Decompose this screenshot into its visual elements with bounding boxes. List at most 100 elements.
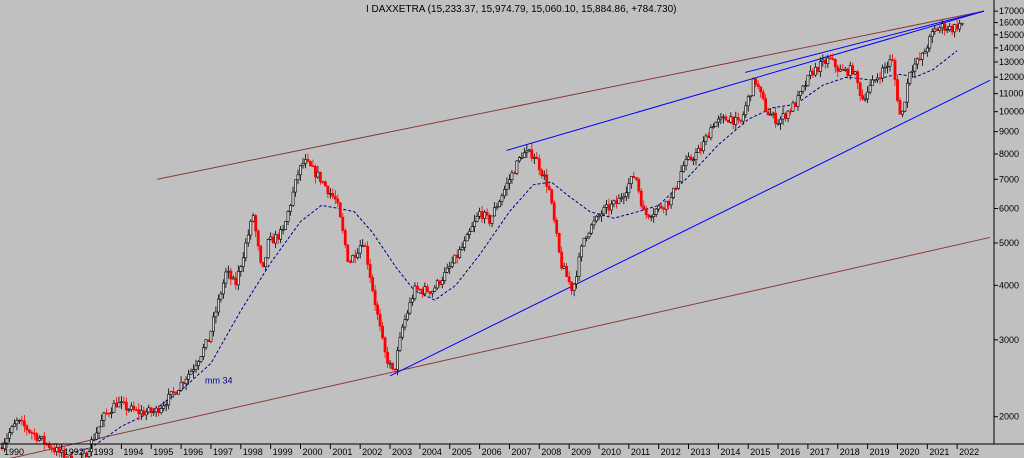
x-tick-label: 2004: [422, 447, 442, 457]
candle-body: [425, 286, 429, 292]
candle-body: [149, 407, 153, 413]
y-tick-label: 15000: [999, 30, 1024, 40]
candle-body: [600, 213, 603, 217]
candle-body: [769, 114, 773, 116]
candle-body: [378, 313, 382, 327]
y-tick-label: 16000: [999, 18, 1024, 28]
candle-body: [406, 312, 409, 320]
candle-body: [102, 412, 106, 421]
candle-body: [435, 280, 439, 289]
x-tick-label: 1997: [213, 447, 233, 457]
candle-body: [371, 277, 375, 291]
candle-body: [351, 255, 355, 263]
candle-body: [801, 85, 805, 92]
candle-body: [154, 407, 158, 413]
candle-body: [537, 158, 541, 171]
candle-body: [309, 161, 312, 167]
candle-body: [3, 442, 6, 449]
y-tick-label: 6000: [999, 203, 1019, 213]
candle-body: [527, 149, 531, 152]
candle-body: [913, 63, 917, 72]
candle-body: [134, 409, 138, 411]
candle-body: [565, 265, 569, 278]
candle-body: [483, 211, 486, 219]
x-tick-label: 2012: [661, 447, 681, 457]
candle-body: [37, 437, 41, 441]
candle-body: [301, 163, 305, 167]
candle-body: [659, 205, 663, 209]
candle-body: [8, 432, 11, 439]
candle-body: [30, 431, 34, 434]
candle-body: [231, 277, 235, 280]
candle-body: [915, 58, 919, 65]
x-tick-label: 2017: [810, 447, 830, 457]
candle-body: [704, 135, 708, 142]
candle-body: [779, 118, 782, 124]
candle-body: [833, 59, 837, 68]
x-tick-label: 2016: [780, 447, 800, 457]
candle-body: [433, 287, 437, 292]
candle-body: [532, 156, 536, 159]
candle-body: [955, 24, 959, 30]
candle-body: [274, 234, 278, 244]
candle-body: [179, 381, 183, 391]
candle-body: [642, 205, 646, 211]
candle-body: [510, 172, 514, 180]
candle-body: [478, 211, 481, 217]
candle-body: [744, 105, 748, 116]
candle-body: [236, 271, 240, 286]
candle-body: [624, 192, 628, 197]
candle-body: [333, 196, 337, 200]
candle-body: [756, 83, 760, 87]
candle-body: [823, 59, 827, 64]
x-axis: 1990 1992 1993 1994 1995 1996 1997 1998 1999 2000…: [0, 443, 1024, 457]
candle-body: [619, 197, 623, 200]
candle-body: [557, 233, 561, 253]
candle-body: [259, 245, 263, 263]
candle-body: [582, 237, 586, 247]
candle-body: [759, 86, 763, 93]
x-tick-label: 2020: [899, 447, 919, 457]
candle-body: [338, 202, 342, 218]
candle-body: [697, 148, 700, 153]
candle-body: [677, 181, 680, 189]
candle-body: [164, 404, 168, 407]
candle-body: [445, 267, 449, 273]
candle-body: [346, 244, 350, 262]
candle-body: [112, 402, 116, 413]
candle-body: [269, 236, 273, 240]
candle-body: [70, 455, 74, 458]
candle-body: [826, 57, 830, 64]
candle-body: [662, 207, 666, 210]
candle-body: [716, 118, 720, 123]
candle-body: [684, 159, 688, 166]
x-tick-label: 2014: [720, 447, 740, 457]
y-tick-label: 17000: [999, 6, 1024, 16]
candle-body: [15, 420, 19, 425]
candle-body: [796, 95, 800, 107]
candle-body: [953, 24, 957, 33]
candle-body: [209, 330, 213, 342]
candle-body: [115, 402, 118, 408]
candle-body: [281, 229, 285, 231]
candle-body: [856, 71, 860, 84]
candle-body: [241, 257, 245, 267]
candle-body: [279, 229, 282, 240]
candle-body: [18, 419, 21, 422]
chart-title: I DAXXETRA (15,233.37, 15,974.79, 15,060…: [366, 4, 677, 15]
candle-body: [607, 204, 611, 211]
y-tick-label: 2000: [999, 412, 1019, 422]
candle-body: [886, 65, 889, 68]
candle-body: [221, 282, 225, 295]
long-channel-upper-line: [157, 10, 985, 180]
candle-body: [142, 410, 146, 416]
candle-body: [672, 187, 676, 198]
candle-body: [868, 84, 872, 93]
candle-body: [843, 68, 847, 71]
candle-body: [910, 70, 914, 73]
candle-body: [92, 439, 96, 441]
candle-body: [463, 240, 467, 248]
annotation-layer: mm 34: [205, 376, 233, 386]
candle-body: [654, 208, 658, 215]
